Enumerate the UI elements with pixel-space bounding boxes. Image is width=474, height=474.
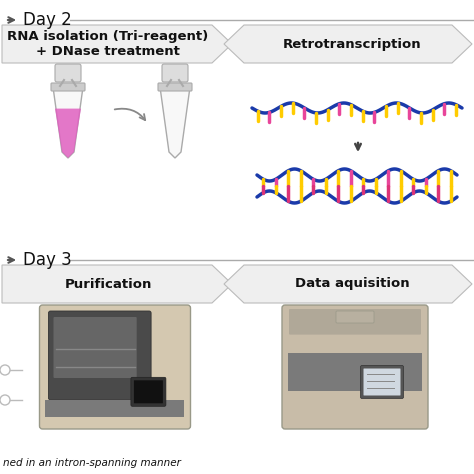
FancyBboxPatch shape	[55, 64, 81, 82]
FancyBboxPatch shape	[364, 368, 401, 395]
Polygon shape	[2, 25, 232, 63]
FancyBboxPatch shape	[361, 365, 403, 399]
Text: Day 2: Day 2	[23, 11, 72, 29]
Polygon shape	[53, 87, 83, 158]
FancyBboxPatch shape	[39, 305, 191, 429]
FancyBboxPatch shape	[158, 83, 192, 91]
Text: Purification: Purification	[64, 277, 152, 291]
Polygon shape	[224, 265, 472, 303]
FancyBboxPatch shape	[131, 377, 166, 406]
FancyBboxPatch shape	[336, 311, 374, 323]
Bar	[46, 400, 184, 417]
FancyBboxPatch shape	[282, 305, 428, 429]
Polygon shape	[224, 25, 472, 63]
Text: ned in an intron-spanning manner: ned in an intron-spanning manner	[3, 458, 181, 468]
Text: RNA isolation (Tri-reagent)
+ DNase treatment: RNA isolation (Tri-reagent) + DNase trea…	[8, 30, 209, 58]
FancyBboxPatch shape	[51, 83, 85, 91]
Polygon shape	[160, 87, 190, 158]
Text: Day 3: Day 3	[23, 251, 72, 269]
FancyBboxPatch shape	[162, 64, 188, 82]
FancyBboxPatch shape	[54, 317, 137, 378]
FancyBboxPatch shape	[48, 311, 151, 400]
Polygon shape	[2, 265, 232, 303]
Bar	[288, 353, 422, 391]
FancyBboxPatch shape	[134, 380, 163, 403]
Polygon shape	[55, 109, 81, 158]
Text: Retrotranscription: Retrotranscription	[283, 37, 421, 51]
Text: Data aquisition: Data aquisition	[295, 277, 410, 291]
FancyBboxPatch shape	[289, 309, 421, 335]
